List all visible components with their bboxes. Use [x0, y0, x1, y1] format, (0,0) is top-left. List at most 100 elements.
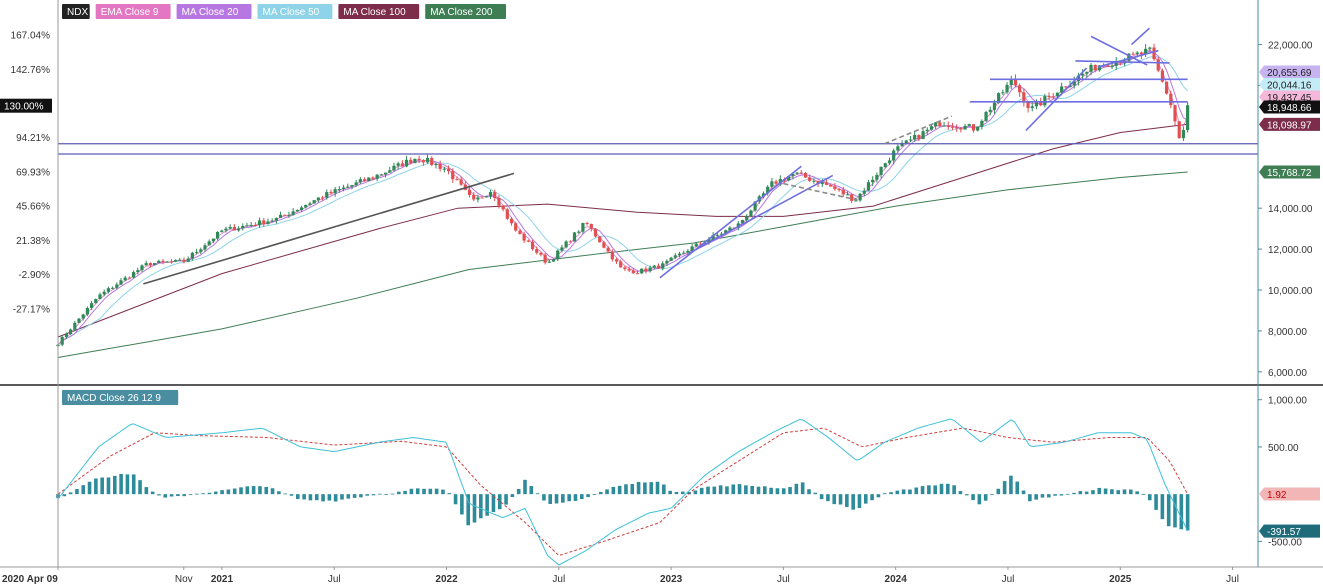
candle-body: [610, 251, 614, 260]
candle: [409, 157, 413, 165]
histogram-bar: [447, 493, 452, 495]
candle-body: [421, 160, 425, 163]
macd-legend-swatch: [62, 390, 179, 405]
candle: [178, 257, 182, 261]
histogram-bar: [1046, 494, 1051, 498]
candle-body: [182, 259, 186, 262]
candle: [530, 239, 535, 251]
candle: [1173, 105, 1177, 126]
candle: [971, 123, 976, 133]
candle-body: [1127, 53, 1131, 61]
candle-body: [522, 233, 526, 241]
candle-body: [157, 260, 161, 263]
candle-body: [232, 226, 236, 231]
candle: [236, 226, 241, 232]
left-tick-label: 21.38%: [16, 236, 50, 247]
histogram-bar: [687, 491, 691, 495]
histogram-bar: [611, 486, 616, 495]
legend-item: EMA Close 9: [95, 4, 171, 19]
candle-body: [787, 176, 791, 181]
histogram-bar: [434, 488, 439, 495]
histogram-bar: [1147, 494, 1152, 501]
candle: [325, 189, 329, 200]
candle: [438, 160, 442, 172]
time-tick-label: 2023: [660, 574, 683, 585]
histogram-bar: [277, 491, 281, 495]
candle-body: [270, 220, 274, 222]
histogram-bar: [163, 494, 168, 498]
candle-body: [656, 265, 661, 269]
legend-item: MA Close 200: [425, 4, 506, 19]
candle-body: [606, 247, 610, 252]
candle: [337, 186, 341, 193]
candle-body: [178, 259, 182, 261]
candle-body: [64, 334, 68, 337]
candle-body: [593, 228, 598, 237]
histogram-bar: [220, 490, 224, 495]
histogram-bar: [1116, 490, 1121, 495]
legend-swatch: [425, 4, 506, 19]
candle: [1072, 76, 1076, 89]
candle-body: [984, 111, 988, 121]
candle-body: [640, 268, 644, 274]
candle: [509, 216, 514, 226]
candle-body: [749, 210, 753, 217]
candle-body: [266, 221, 270, 225]
time-tick-label: Jul: [1002, 574, 1015, 585]
candle: [186, 256, 190, 263]
candle: [875, 172, 879, 183]
candle-body: [497, 198, 501, 206]
candle: [799, 169, 803, 174]
candle-body: [1160, 70, 1165, 82]
price-pane[interactable]: [56, 27, 1258, 358]
series-line-ma-close-20: [57, 50, 1188, 346]
histogram-bar: [939, 483, 944, 495]
candle-body: [988, 109, 992, 112]
candle: [413, 158, 417, 164]
candle: [644, 266, 648, 274]
candle: [539, 251, 543, 257]
candle-body: [1026, 102, 1030, 109]
candle-body: [480, 197, 484, 199]
candle: [68, 328, 73, 336]
candle: [169, 258, 173, 264]
histogram-bar: [472, 494, 477, 523]
candle-body: [484, 196, 488, 198]
candle-body: [94, 299, 98, 304]
histogram-bar: [258, 486, 262, 495]
candle: [1177, 120, 1181, 139]
candle-body: [1097, 65, 1102, 71]
candle: [1093, 64, 1097, 73]
macd-pane[interactable]: [56, 418, 1190, 566]
candle: [522, 231, 526, 243]
candle: [514, 221, 518, 232]
left-tick-label: 167.04%: [11, 31, 51, 42]
candle-body: [997, 93, 1001, 103]
trendline: [143, 172, 515, 285]
candle-body: [942, 125, 946, 127]
candle-body: [518, 230, 522, 234]
candle: [459, 176, 463, 186]
trendline: [1130, 27, 1150, 46]
candle-body: [283, 214, 287, 216]
histogram-bar: [851, 494, 855, 510]
candle-body: [577, 231, 581, 233]
candle: [333, 186, 337, 197]
histogram-bar: [1028, 494, 1032, 502]
candle-body: [778, 179, 782, 184]
candle-body: [1055, 92, 1060, 97]
price-tag-label: 15,768.72: [1267, 168, 1312, 179]
histogram-bar: [958, 491, 963, 495]
candle: [1026, 101, 1030, 113]
candle-body: [241, 225, 245, 229]
candle: [417, 155, 421, 164]
candle: [89, 300, 94, 310]
trendline: [688, 174, 834, 254]
candle: [425, 154, 430, 164]
candle: [1047, 92, 1051, 100]
candle-body: [598, 236, 602, 243]
candle: [862, 187, 866, 197]
candle-body: [392, 165, 396, 171]
candle: [379, 173, 383, 176]
histogram-bar: [144, 487, 149, 495]
